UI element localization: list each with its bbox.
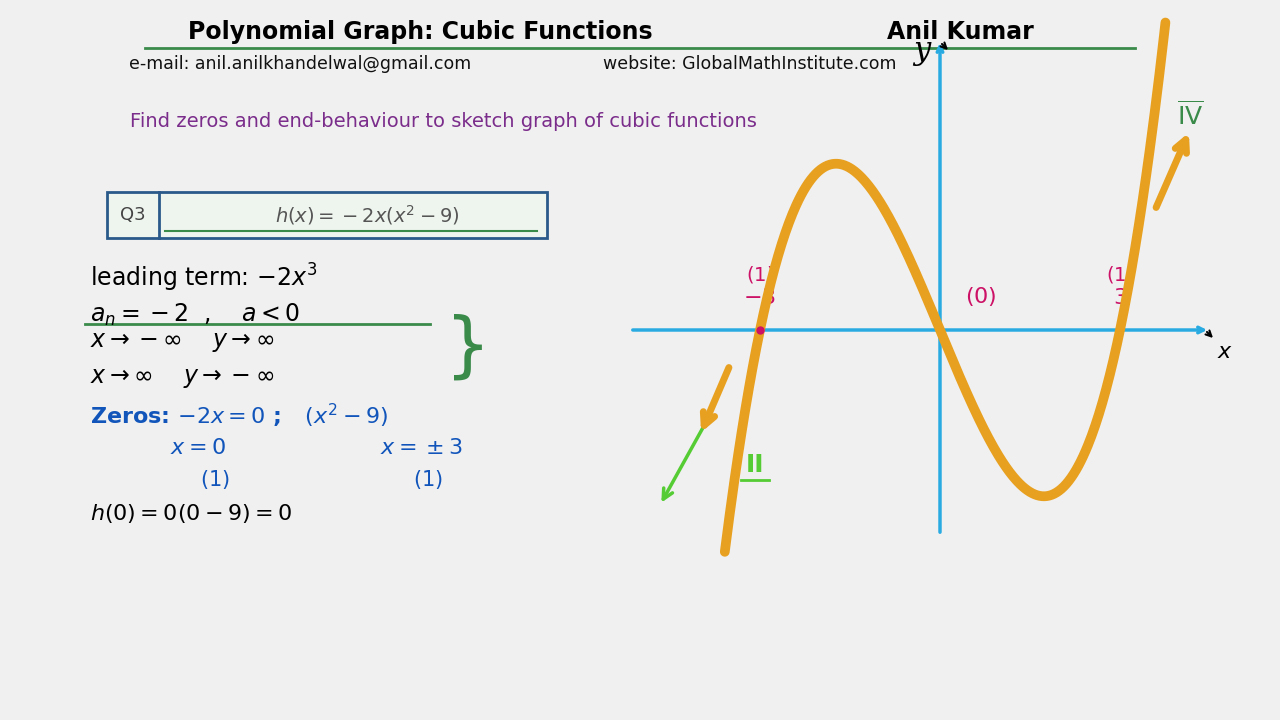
Text: $x = \pm 3$: $x = \pm 3$ [380, 438, 463, 458]
Text: $x \rightarrow -\infty$    $y \rightarrow \infty$: $x \rightarrow -\infty$ $y \rightarrow \… [90, 330, 274, 354]
Text: Polynomial Graph: Cubic Functions: Polynomial Graph: Cubic Functions [188, 20, 653, 44]
Text: Anil Kumar: Anil Kumar [887, 20, 1033, 44]
Text: Zeros: $-2x = 0$ ;   $(x^2 - 9)$: Zeros: $-2x = 0$ ; $(x^2 - 9)$ [90, 402, 388, 430]
Text: }: } [445, 313, 490, 382]
Text: $a_n = -2$  ,    $a < 0$: $a_n = -2$ , $a < 0$ [90, 302, 300, 328]
Text: $(1)$: $(1)$ [200, 468, 230, 491]
Text: e-mail: anil.anilkhandelwal@gmail.com: e-mail: anil.anilkhandelwal@gmail.com [129, 55, 471, 73]
Text: website: GlobalMathInstitute.com: website: GlobalMathInstitute.com [603, 55, 897, 73]
Text: II: II [746, 453, 764, 477]
Text: y: y [914, 35, 931, 66]
Text: Find zeros and end-behaviour to sketch graph of cubic functions: Find zeros and end-behaviour to sketch g… [131, 112, 756, 131]
Text: $-3$: $-3$ [744, 288, 777, 308]
Text: $x \rightarrow \infty$    $y \rightarrow -\infty$: $x \rightarrow \infty$ $y \rightarrow -\… [90, 366, 274, 390]
Text: Q3: Q3 [120, 206, 146, 224]
Text: $(1)$: $(1)$ [413, 468, 443, 491]
Text: $x = 0$: $x = 0$ [170, 438, 225, 458]
Text: leading term: $-2x^3$: leading term: $-2x^3$ [90, 262, 317, 294]
Text: $h(0) = 0(0-9) = 0$: $h(0) = 0(0-9) = 0$ [90, 502, 292, 525]
Text: $3$: $3$ [1112, 288, 1128, 308]
Text: $(0)$: $(0)$ [965, 285, 997, 308]
Text: x: x [1219, 342, 1231, 362]
Text: $(1)$: $(1)$ [1106, 264, 1134, 285]
FancyBboxPatch shape [108, 192, 547, 238]
Text: $\overline{\mathrm{IV}}$: $\overline{\mathrm{IV}}$ [1176, 101, 1203, 130]
Text: $h(x) = -2x(x^2 - 9)$: $h(x) = -2x(x^2 - 9)$ [275, 203, 460, 227]
Text: $(1)$: $(1)$ [746, 264, 774, 285]
